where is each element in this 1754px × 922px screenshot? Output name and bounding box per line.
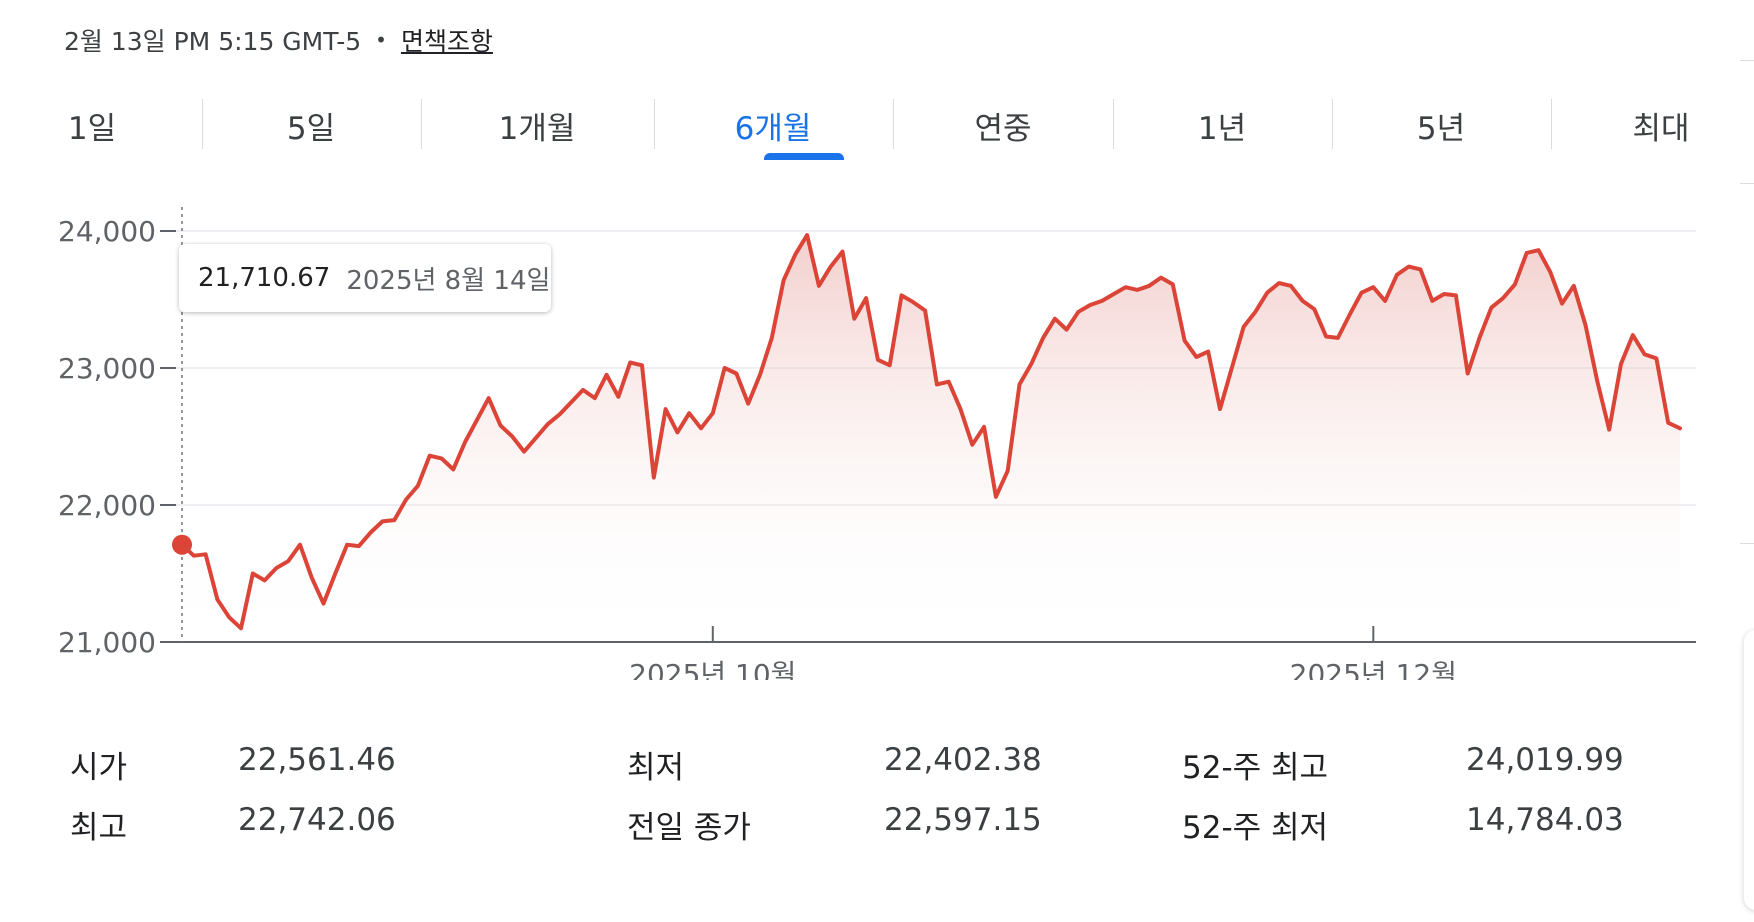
edge-divider <box>1740 60 1754 61</box>
stat-label-52w-high: 52-주 최고 <box>1182 750 1329 786</box>
stat-value-open: 22,561.46 <box>238 742 396 778</box>
chart-header: 2월 13일 PM 5:15 GMT-5 • 면책조항 <box>64 22 493 58</box>
side-panel-edge <box>1744 630 1754 910</box>
hover-tooltip: 21,710.67 2025년 8월 14일 <box>179 244 551 312</box>
hover-point <box>172 534 192 555</box>
x-tick-label: 2025년 12월 <box>1290 658 1457 680</box>
price-area-fill <box>182 235 1680 642</box>
range-tabs: 1일 5일 1개월 6개월 연중 1년 5년 최대 <box>0 95 1754 165</box>
tab-divider <box>421 99 422 149</box>
tab-1-day[interactable]: 1일 <box>67 111 117 147</box>
tab-ytd[interactable]: 연중 <box>974 111 1032 147</box>
tooltip-value: 21,710.67 <box>198 263 331 293</box>
stat-value-high: 22,742.06 <box>238 802 396 838</box>
x-tick-label: 2025년 10월 <box>629 658 796 680</box>
separator-dot: • <box>375 28 387 52</box>
tooltip-date: 2025년 8월 14일 <box>346 265 551 296</box>
tab-6-month[interactable]: 6개월 <box>734 111 812 147</box>
edge-divider <box>1740 543 1754 544</box>
stat-label-high: 최고 <box>70 810 128 846</box>
stat-value-52w-low: 14,784.03 <box>1466 802 1624 838</box>
timestamp: 2월 13일 PM 5:15 GMT-5 <box>64 27 362 56</box>
y-tick-label: 21,000 <box>58 626 156 659</box>
tab-divider <box>1113 99 1114 149</box>
disclaimer-link[interactable]: 면책조항 <box>400 27 493 56</box>
y-tick-label: 22,000 <box>58 489 156 522</box>
tab-1-month[interactable]: 1개월 <box>498 111 576 147</box>
stat-label-open: 시가 <box>70 750 128 786</box>
tab-max[interactable]: 최대 <box>1632 111 1690 147</box>
stat-label-low: 최저 <box>627 750 685 786</box>
stat-value-52w-high: 24,019.99 <box>1466 742 1624 778</box>
price-chart[interactable]: 24,000 23,000 22,000 21,000 2025년 10월 2025년 1… <box>0 200 1700 680</box>
tab-divider <box>1551 99 1552 149</box>
price-line <box>180 233 1682 631</box>
active-tab-indicator <box>764 153 844 160</box>
tab-divider <box>893 99 894 149</box>
tab-divider <box>654 99 655 149</box>
tab-5-year[interactable]: 5년 <box>1416 111 1466 147</box>
tab-divider <box>1332 99 1333 149</box>
y-tick-label: 23,000 <box>58 352 156 385</box>
y-tick-label: 24,000 <box>58 215 156 248</box>
edge-divider <box>1740 183 1754 184</box>
stat-label-52w-low: 52-주 최저 <box>1182 810 1329 846</box>
tab-divider <box>202 99 203 149</box>
stat-value-low: 22,402.38 <box>884 742 1042 778</box>
stat-value-prev-close: 22,597.15 <box>884 802 1042 838</box>
tab-1-year[interactable]: 1년 <box>1197 111 1247 147</box>
tab-5-day[interactable]: 5일 <box>286 111 336 147</box>
stat-label-prev-close: 전일 종가 <box>627 810 751 846</box>
